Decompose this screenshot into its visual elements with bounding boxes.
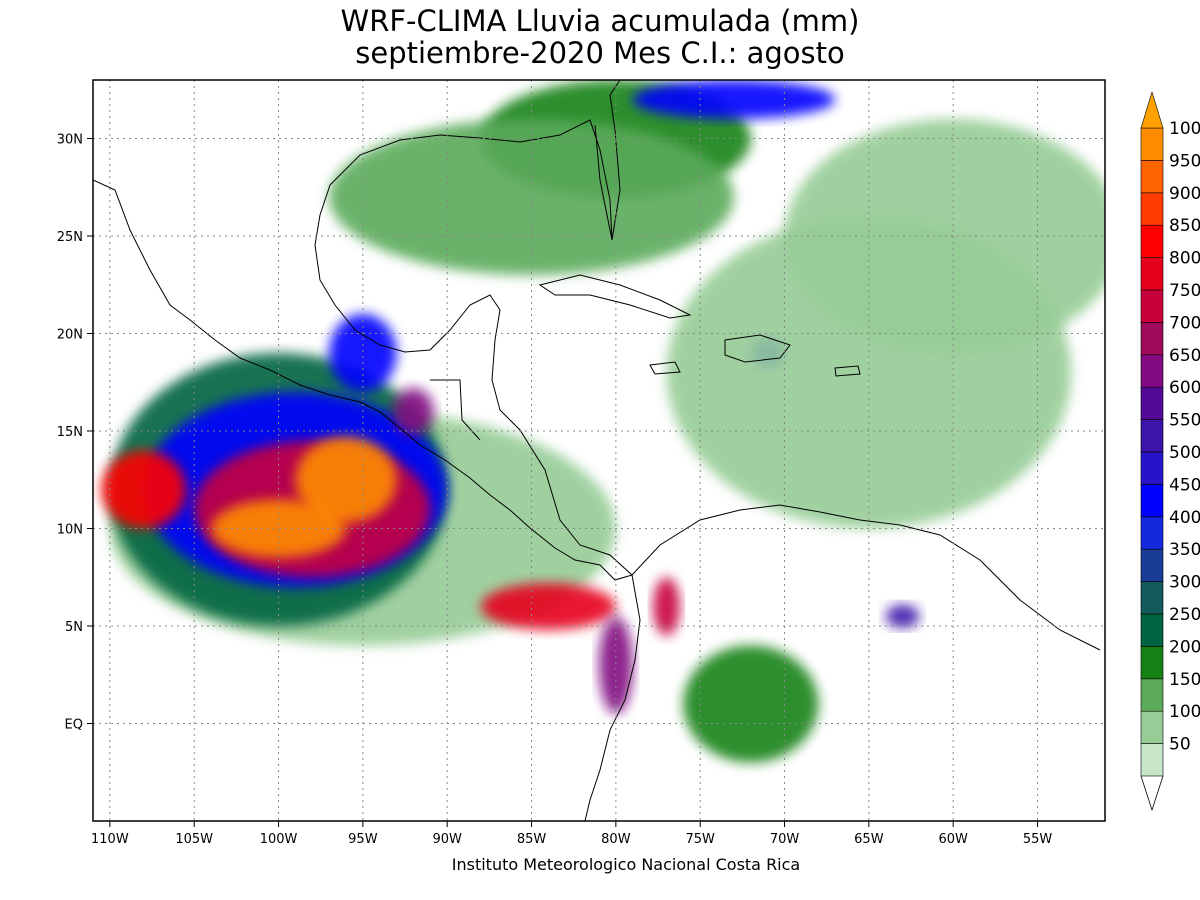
- rain-blob: [329, 119, 734, 275]
- map-frame: [92, 79, 1106, 822]
- colorbar-label: 1000: [1169, 119, 1200, 139]
- lat-tick-label: 20N: [57, 328, 83, 343]
- lon-tick-label: 90W: [432, 832, 462, 847]
- lat-tick-label: 10N: [57, 523, 83, 538]
- colorbar-label: 550: [1169, 411, 1200, 431]
- colorbar-swatch: [1140, 516, 1164, 550]
- lon-tick-label: 95W: [348, 832, 378, 847]
- rainfall-field: [101, 80, 1105, 763]
- lat-tick-label: 25N: [57, 230, 83, 245]
- rain-blob: [683, 645, 819, 763]
- colorbar-label: 950: [1169, 151, 1200, 171]
- graticule: [93, 80, 1105, 821]
- latitude-axis: 30N 25N 20N 15N 10N 5N EQ: [57, 133, 93, 733]
- rain-blob: [101, 450, 186, 529]
- lon-tick-label: 60W: [938, 832, 968, 847]
- colorbar-swatch: [1140, 160, 1164, 194]
- lon-tick-label: 110W: [91, 832, 129, 847]
- lat-tick-label: EQ: [65, 718, 83, 733]
- lat-tick-label: 30N: [57, 133, 83, 148]
- coastline-yucatan-border: [430, 379, 481, 441]
- lon-tick-label: 85W: [517, 832, 547, 847]
- colorbar-swatch: [1140, 322, 1164, 356]
- colorbar-swatch: [1140, 678, 1164, 712]
- rain-blob: [885, 604, 920, 628]
- colorbar-label: 250: [1169, 605, 1200, 625]
- colorbar-swatch: [1140, 419, 1164, 453]
- colorbar-swatch: [1140, 354, 1164, 388]
- colorbar-label: 650: [1169, 346, 1200, 366]
- colorbar-swatch: [1140, 548, 1164, 582]
- colorbar-label: 900: [1169, 184, 1200, 204]
- colorbar-label: 100: [1169, 702, 1200, 722]
- rain-blob: [480, 583, 616, 630]
- colorbar-swatch: [1140, 289, 1164, 323]
- colorbar-label: 850: [1169, 216, 1200, 236]
- colorbar-label: 500: [1169, 443, 1200, 463]
- lon-tick-label: 80W: [601, 832, 631, 847]
- rain-blob: [632, 80, 836, 119]
- coastline-mexico-pacific: [93, 179, 633, 581]
- colorbar-label: 300: [1169, 573, 1200, 593]
- colorbar-label: 150: [1169, 670, 1200, 690]
- colorbar-swatch: [1140, 192, 1164, 226]
- rain-blob: [211, 499, 346, 558]
- lat-tick-label: 5N: [65, 620, 83, 635]
- map-title-line-1: WRF-CLIMA Lluvia acumulada (mm): [340, 4, 860, 38]
- coastline-south-america-west: [584, 574, 641, 821]
- coastline-jamaica: [649, 361, 681, 375]
- colorbar-label: 350: [1169, 540, 1200, 560]
- colorbar-under-arrow: [1140, 775, 1164, 812]
- colorbar-over-arrow: [1140, 90, 1164, 129]
- colorbar-swatch: [1140, 224, 1164, 258]
- colorbar-swatch: [1140, 451, 1164, 485]
- colorbar-swatch: [1140, 581, 1164, 615]
- colorbar-label: 200: [1169, 637, 1200, 657]
- coastline-florida-atlantic: [609, 80, 621, 241]
- colorbar-label: 800: [1169, 249, 1200, 269]
- coastline-cuba: [538, 274, 692, 319]
- credit-text: Instituto Meteorologico Nacional Costa R…: [452, 855, 800, 874]
- lon-tick-label: 105W: [175, 832, 213, 847]
- longitude-axis: 110W 105W 100W 95W 90W 85W 80W 75W 70W 65W 60W 55W: [91, 821, 1052, 847]
- colorbar-swatch: [1140, 743, 1164, 777]
- map-title-line-2: septiembre-2020 Mes C.I.: agosto: [355, 36, 845, 70]
- lat-tick-label: 15N: [57, 425, 83, 440]
- rain-blob: [295, 436, 397, 523]
- colorbar-swatch: [1140, 257, 1164, 291]
- rain-blob: [599, 616, 633, 714]
- colorbar-swatch: [1140, 646, 1164, 680]
- colorbar: 50 100 150 200 250 300 350 400 450 500 550 600 650 70…: [1140, 90, 1200, 812]
- coastline-caribbean-central-america: [491, 339, 633, 576]
- coastline-gulf-of-mexico: [314, 184, 501, 353]
- colorbar-swatch: [1140, 386, 1164, 420]
- rain-blob: [393, 388, 434, 435]
- lon-tick-label: 75W: [685, 832, 715, 847]
- colorbar-swatch: [1140, 710, 1164, 744]
- lon-tick-label: 70W: [770, 832, 800, 847]
- rain-blob: [784, 119, 1105, 353]
- lon-tick-label: 100W: [260, 832, 298, 847]
- lon-tick-label: 65W: [854, 832, 884, 847]
- coastline-puerto-rico: [834, 365, 861, 377]
- colorbar-label: 400: [1169, 508, 1200, 528]
- colorbar-label: 450: [1169, 475, 1200, 495]
- lon-tick-label: 55W: [1023, 832, 1053, 847]
- coastline-hispaniola: [724, 334, 791, 363]
- colorbar-label: 700: [1169, 313, 1200, 333]
- colorbar-swatch: [1140, 484, 1164, 518]
- colorbar-label: 750: [1169, 281, 1200, 301]
- rain-blob: [652, 577, 680, 636]
- colorbar-swatch: [1140, 613, 1164, 647]
- colorbar-label: 600: [1169, 378, 1200, 398]
- colorbar-swatch: [1140, 127, 1164, 161]
- colorbar-label: 50: [1169, 735, 1191, 755]
